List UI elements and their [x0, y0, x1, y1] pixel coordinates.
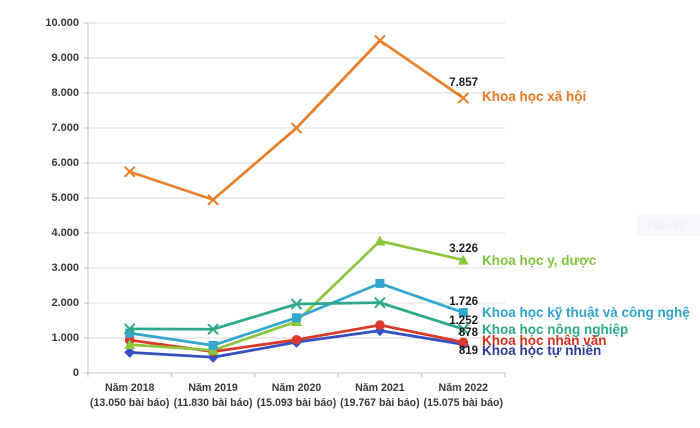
series-label: Khoa học nhân văn	[482, 333, 607, 348]
series-label: Khoa học tự nhiên	[482, 343, 602, 358]
y-axis-tick-label: 6.000	[51, 157, 79, 169]
series-label: Khoa học kỹ thuật và công nghệ	[482, 305, 690, 320]
data-label: 1.252	[449, 315, 478, 327]
data-label: 1.726	[449, 296, 478, 308]
x-axis-label: Năm 2019 (11.830 bài báo)	[173, 382, 253, 409]
y-axis-tick-label: 2.000	[51, 297, 79, 309]
data-label: 3.226	[449, 243, 478, 255]
y-axis-tick-label: 8.000	[51, 87, 79, 99]
x-axis-label: Năm 2021 (19.767 bài báo)	[340, 382, 420, 409]
data-label: 819	[458, 345, 478, 357]
fullscreen-watermark: Full-sc	[637, 214, 700, 236]
series-label: Khoa học xã hội	[482, 89, 587, 104]
series-label: Khoa học y, dược	[482, 253, 597, 268]
y-axis-tick-label: 10.000	[45, 17, 79, 29]
x-axis-label: Năm 2022 (15.075 bài báo)	[423, 382, 504, 409]
y-axis-tick-label: 3.000	[51, 262, 79, 274]
series-label: Khoa học nông nghiệp	[482, 322, 629, 337]
y-axis-tick-label: 5.000	[51, 192, 79, 204]
y-axis-tick-label: 4.000	[51, 227, 79, 239]
x-axis-label: Năm 2020 (15.093 bài báo)	[256, 382, 337, 409]
data-label: 7.857	[449, 77, 478, 89]
y-axis-tick-label: 9.000	[51, 52, 79, 64]
y-axis-tick-label: 0	[72, 367, 79, 379]
y-axis-tick-label: 7.000	[51, 122, 79, 134]
data-label: 878	[458, 327, 478, 339]
y-axis-tick-label: 1.000	[51, 332, 79, 344]
x-axis-label: Năm 2018 (13.050 bài báo)	[89, 382, 170, 409]
